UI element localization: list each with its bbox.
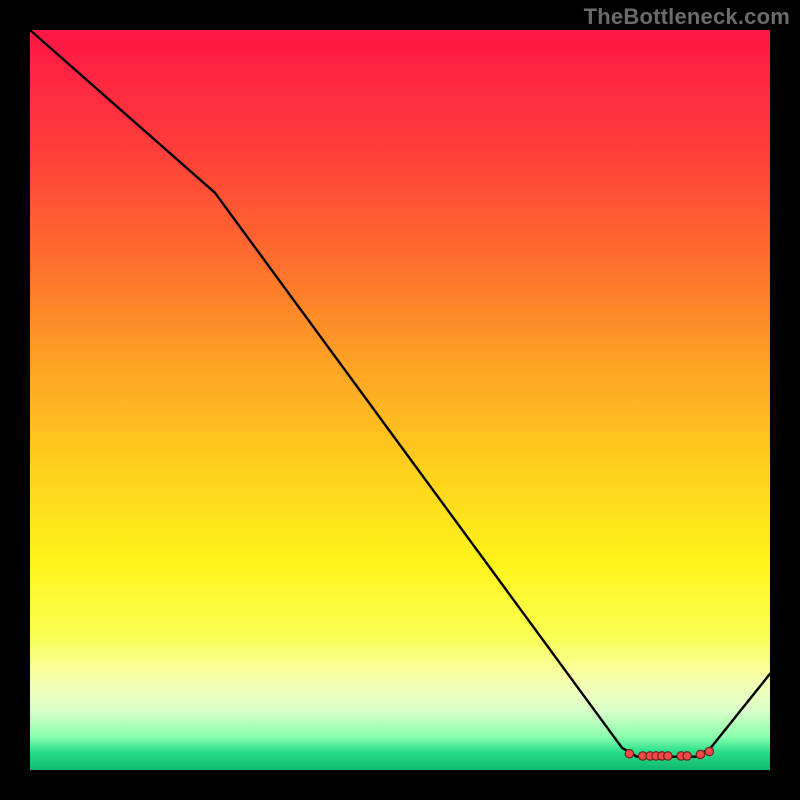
watermark-text: TheBottleneck.com bbox=[584, 4, 790, 30]
marker-point bbox=[705, 747, 713, 755]
marker-point bbox=[683, 752, 691, 760]
plot-background bbox=[30, 30, 770, 770]
marker-point bbox=[625, 750, 633, 758]
marker-point bbox=[696, 750, 704, 758]
bottleneck-chart bbox=[0, 0, 800, 800]
marker-point bbox=[664, 752, 672, 760]
